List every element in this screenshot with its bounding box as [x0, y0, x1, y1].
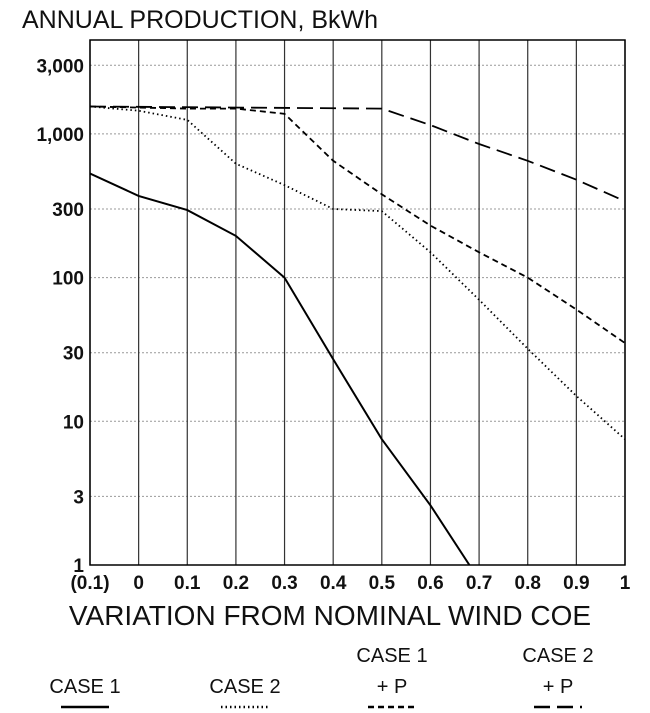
legend-label: CASE 2 [209, 676, 280, 698]
x-tick-label: 0.6 [417, 573, 443, 594]
legend-label: CASE 2 + P [522, 645, 593, 698]
y-tick-label: 10 [63, 412, 84, 433]
x-tick-label: 1 [620, 573, 631, 594]
y-tick-label: 3,000 [36, 56, 84, 77]
x-tick-label: 0.1 [174, 573, 201, 594]
series-line [90, 105, 625, 440]
legend-label: CASE 1 + P [356, 645, 427, 698]
x-tick-label: 0.3 [271, 573, 297, 594]
x-tick-label: 0.2 [223, 573, 249, 594]
chart-title: ANNUAL PRODUCTION, BkWh [22, 6, 378, 34]
x-tick-label: (0.1) [70, 573, 109, 594]
x-tick-label: 0.9 [563, 573, 589, 594]
x-tick-label: 0 [133, 573, 144, 594]
y-tick-label: 1 [73, 556, 84, 577]
legend-label: CASE 1 [49, 676, 120, 698]
y-tick-label: 30 [63, 344, 84, 365]
y-tick-label: 1,000 [36, 125, 84, 146]
series-line [90, 105, 625, 344]
y-tick-label: 300 [52, 200, 84, 221]
plot-frame [89, 39, 626, 566]
x-tick-label: 0.5 [369, 573, 396, 594]
x-tick-label: 0.8 [515, 573, 541, 594]
series-line [90, 172, 471, 565]
series-line [90, 105, 625, 203]
y-tick-label: 100 [52, 269, 84, 290]
x-tick-label: 0.7 [466, 573, 492, 594]
x-axis-label: VARIATION FROM NOMINAL WIND COE [69, 600, 591, 631]
y-tick-label: 3 [73, 487, 84, 508]
x-tick-label: 0.4 [320, 573, 347, 594]
